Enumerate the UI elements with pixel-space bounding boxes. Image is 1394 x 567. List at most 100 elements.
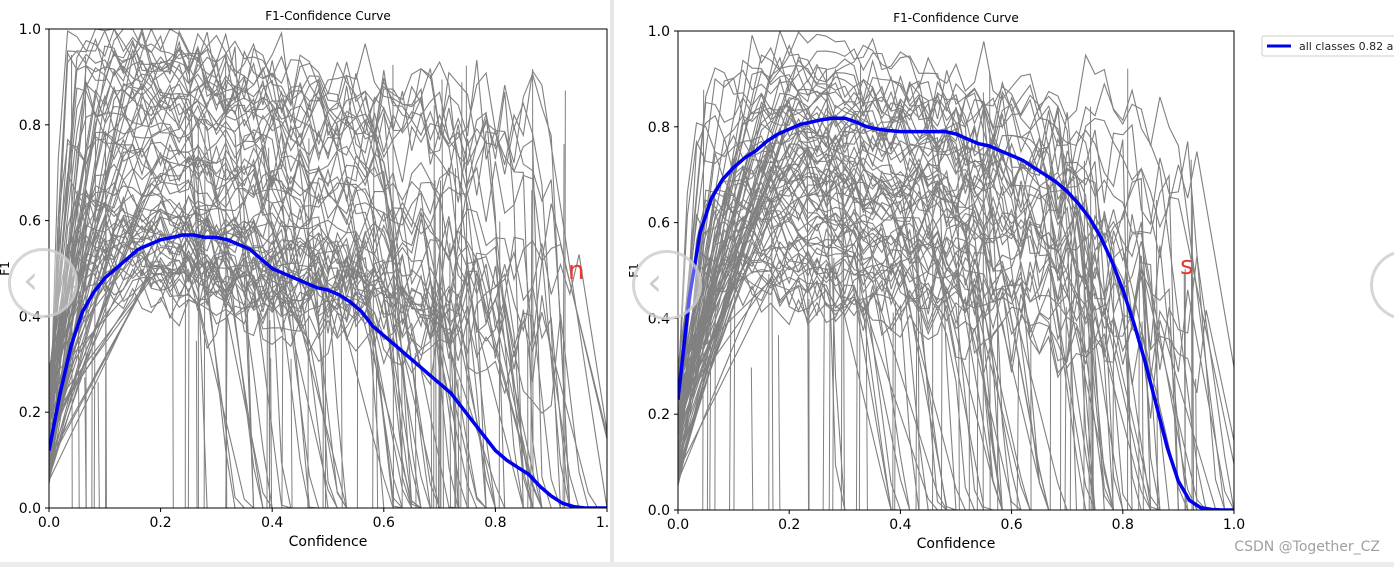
class-curve-drop [439, 193, 442, 508]
x-tick-label: 0.8 [484, 515, 506, 531]
class-curve [678, 106, 1234, 510]
class-curve [678, 117, 1234, 510]
class-curve [49, 194, 607, 508]
chart-left: F1-Confidence Curve 0.0 0.2 0.4 0.6 0.8 1.0 0.… [0, 9, 612, 550]
class-curve-drop [530, 189, 533, 508]
class-curve-drop [465, 65, 468, 508]
watermark: CSDN @Together_CZ [1234, 539, 1380, 555]
x-axis-label: Confidence [917, 536, 996, 552]
y-tick-label: 1.0 [19, 22, 41, 38]
class-curve-drop [1112, 245, 1115, 510]
class-curve [49, 268, 607, 508]
class-curve-drop [430, 306, 433, 508]
class-curve [678, 35, 1234, 510]
class-curve [49, 29, 607, 508]
class-curve-drop [894, 300, 896, 510]
y-tick-label: 0.6 [19, 214, 41, 230]
legend-entry: all classes 0.82 a [1299, 40, 1393, 53]
class-curve [678, 31, 1234, 510]
class-curve [678, 232, 1234, 510]
class-curve [49, 138, 607, 508]
class-curve [49, 131, 607, 508]
chart-title: F1-Confidence Curve [265, 9, 391, 23]
class-curve [49, 184, 607, 508]
class-curve [49, 224, 607, 508]
class-curve [49, 105, 607, 508]
class-curve-drop [372, 99, 375, 508]
class-curve-drop [434, 180, 437, 508]
class-curve [49, 232, 607, 508]
x-tick-label: 0.8 [1112, 517, 1134, 533]
class-curve-drop [1155, 199, 1158, 510]
class-curve [49, 206, 607, 508]
class-curve [49, 248, 607, 508]
class-curve [49, 191, 607, 508]
prev-nav-button[interactable]: ‹ [8, 248, 78, 318]
y-tick-label: 0.2 [648, 407, 670, 423]
class-curve-drop [1083, 160, 1085, 510]
class-curve-drop [84, 57, 87, 508]
class-curve [49, 85, 607, 508]
main-series-group [49, 233, 607, 508]
class-curve [49, 69, 607, 508]
class-curve [49, 218, 607, 508]
class-curve-drop [84, 377, 87, 508]
class-curve-drop [340, 311, 343, 508]
class-curve [49, 29, 607, 508]
x-tick-label: 0.4 [889, 517, 911, 533]
class-curve [678, 137, 1234, 510]
class-curve [678, 252, 1234, 510]
class-curve-drop [709, 255, 712, 510]
class-curve-drop [307, 138, 310, 508]
class-curve-drop [1192, 277, 1195, 510]
class-curve [678, 44, 1234, 510]
class-curve-drop [281, 254, 284, 508]
bottom-strip [0, 562, 1394, 567]
y-tick-label: 1.0 [648, 24, 670, 40]
class-curve [49, 92, 607, 508]
class-curve-drop [822, 283, 825, 510]
class-curve [678, 112, 1234, 510]
class-curve [678, 92, 1234, 510]
y-tick-label: 0.6 [648, 216, 670, 232]
background-curves [49, 29, 607, 508]
y-tick-label: 0.0 [648, 503, 670, 519]
x-tick-label: 0.6 [1000, 517, 1022, 533]
class-curve [678, 209, 1234, 510]
class-curve-drop [1064, 307, 1067, 510]
class-curve [678, 197, 1234, 510]
class-curve [49, 210, 607, 508]
class-curve [678, 275, 1234, 510]
class-curve [678, 122, 1234, 510]
class-curve [49, 83, 607, 508]
class-curve-drop [1091, 221, 1094, 510]
class-curve [678, 220, 1234, 510]
class-curve-drop [564, 90, 566, 508]
class-curve-drop [414, 352, 417, 508]
class-curve [678, 204, 1234, 510]
class-curve-drop [467, 271, 470, 508]
class-curve [49, 261, 607, 508]
x-axis-label: Confidence [289, 534, 368, 550]
class-curve-drop [225, 314, 228, 508]
class-curve-drop [441, 79, 444, 508]
class-curve-drop [1016, 359, 1020, 510]
class-curve-drop [855, 240, 859, 510]
class-curve [678, 270, 1234, 510]
class-curve [678, 252, 1234, 510]
class-curve-drop [1090, 106, 1092, 510]
class-curve [678, 69, 1234, 510]
class-curve-drop [858, 63, 862, 510]
class-curve [49, 95, 607, 508]
class-curve-drop [702, 89, 705, 510]
class-curve [49, 159, 607, 508]
class-curve [49, 172, 607, 508]
class-curve-drop [957, 156, 960, 510]
prev-nav-button-2[interactable]: ‹ [632, 250, 702, 320]
class-curve-drop [733, 156, 736, 510]
chevron-right-icon: › [1391, 260, 1394, 304]
class-curve-drop [828, 267, 831, 510]
class-curve [49, 29, 607, 508]
class-curve [678, 139, 1234, 510]
